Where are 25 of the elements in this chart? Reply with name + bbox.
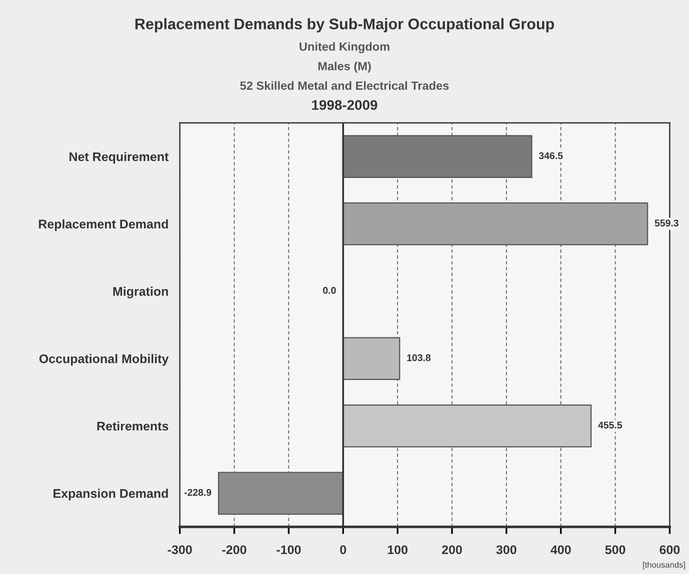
data-label: 0.0 bbox=[323, 286, 336, 294]
y-tick-label: Retirements bbox=[97, 421, 168, 431]
x-tick-label: 300 bbox=[496, 545, 516, 554]
y-tick-label: Replacement Demand bbox=[38, 219, 168, 231]
x-tick-label: 600 bbox=[660, 545, 680, 554]
x-axis-title: [thousands] bbox=[643, 562, 685, 570]
data-label: 103.8 bbox=[407, 354, 431, 362]
data-label: 455.5 bbox=[598, 422, 622, 429]
x-tick-label: 400 bbox=[550, 545, 571, 554]
chart-title: Replacement Demands by Sub-Major Occupational Group bbox=[135, 18, 554, 32]
x-tick-label: -200 bbox=[222, 545, 246, 554]
chart-subtitle: United Kingdom Males (M) 52 Skilled Metal and Electrical Trades 1998-2009 bbox=[240, 42, 449, 110]
y-tick-label: Expansion Demand bbox=[54, 488, 168, 500]
data-label: -228.9 bbox=[184, 488, 212, 496]
y-tick-label: Net Requirement bbox=[70, 152, 169, 164]
x-tick-label: 500 bbox=[605, 545, 626, 554]
data-label: 346.5 bbox=[538, 152, 563, 160]
x-tick-label: -300 bbox=[168, 545, 192, 554]
x-tick-label: 200 bbox=[442, 545, 462, 554]
y-tick-label: Migration bbox=[113, 286, 168, 298]
x-tick-label: 100 bbox=[388, 545, 408, 554]
x-tick-label: -100 bbox=[276, 545, 301, 554]
y-tick-label: Occupational Mobility bbox=[39, 354, 169, 366]
data-label: 559.3 bbox=[654, 220, 678, 226]
x-tick-label: 0 bbox=[340, 545, 346, 554]
